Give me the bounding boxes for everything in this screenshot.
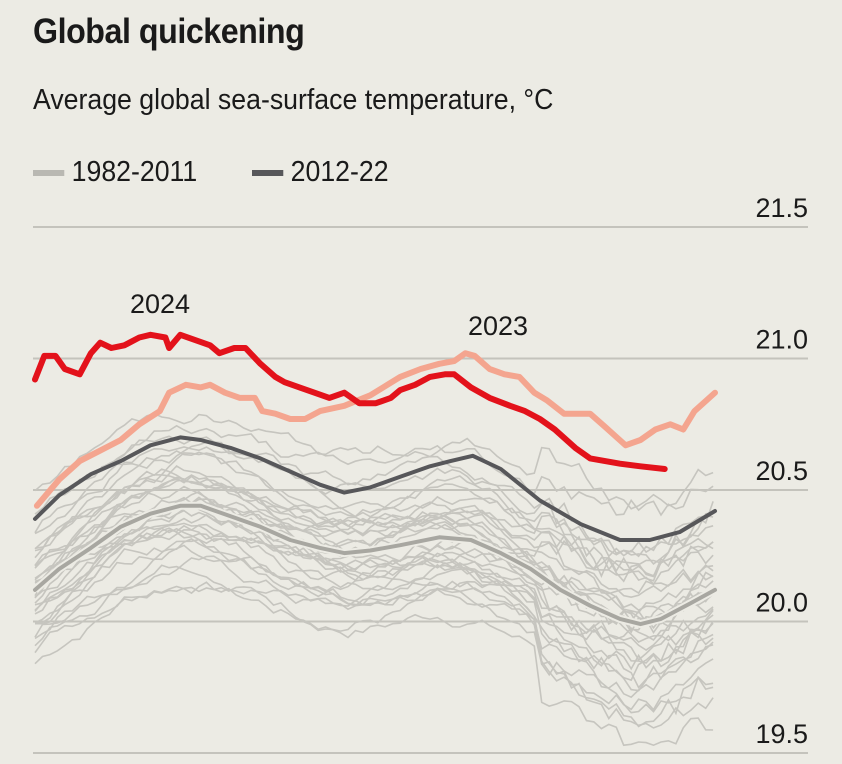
individual-year-line [34, 523, 714, 671]
individual-year-line [34, 473, 714, 595]
individual-year-line [34, 435, 714, 565]
legend-swatch-dark [251, 169, 283, 176]
individual-year-line [34, 522, 714, 662]
legend-item-2012-22: 2012-22 [251, 156, 389, 189]
y-tick-label: 20.0 [755, 588, 808, 618]
legend: 1982-2011 2012-22 [33, 156, 440, 189]
legend-label: 1982-2011 [71, 156, 198, 188]
individual-year-line [34, 509, 714, 634]
legend-label: 2012-22 [290, 156, 389, 188]
individual-year-line [34, 586, 714, 729]
individual-year-line [34, 452, 714, 578]
annotation-2024: 2024 [130, 289, 190, 319]
individual-year-line [34, 504, 714, 651]
individual-year-line [34, 450, 714, 583]
individual-year-line [34, 544, 714, 712]
y-tick-label: 20.5 [755, 456, 808, 486]
individual-year-line [34, 478, 714, 599]
individual-year-line [34, 527, 714, 682]
individual-year-line [34, 464, 714, 582]
legend-swatch-light [33, 169, 65, 176]
y-tick-label: 21.5 [755, 193, 808, 223]
y-tick-label: 19.5 [755, 719, 808, 749]
individual-year-line [35, 538, 714, 699]
individual-year-line [34, 555, 714, 728]
y-tick-label: 21.0 [755, 325, 808, 355]
series-line-2023 [33, 350, 718, 509]
series-line-2012-22 [33, 435, 717, 542]
series-line-2024 [32, 331, 668, 472]
individual-year-line [34, 537, 714, 692]
individual-year-line [34, 581, 714, 747]
chart-title: Global quickening [33, 12, 305, 51]
chart-subtitle: Average global sea-surface temperature, … [33, 84, 554, 116]
annotation-2023: 2023 [468, 311, 528, 341]
individual-year-line [34, 513, 714, 643]
series-line-1982-2011-mean [33, 503, 717, 627]
legend-item-1982-2011: 1982-2011 [33, 156, 197, 189]
individual-year-line [34, 424, 714, 517]
individual-year-line [34, 468, 714, 577]
